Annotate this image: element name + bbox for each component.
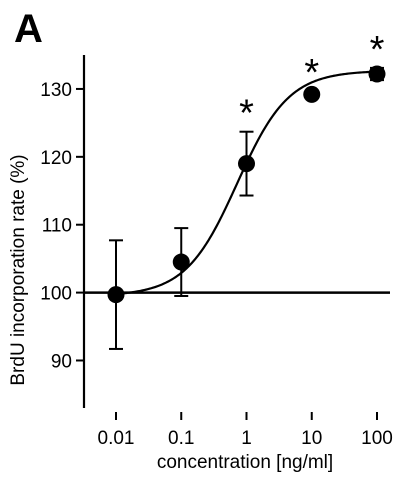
data-points	[107, 65, 386, 304]
y-axis: 90 100 110 120 130	[40, 55, 86, 408]
significance-markers: * * *	[239, 29, 385, 135]
significance-marker: *	[239, 93, 254, 135]
y-tick-label: 120	[40, 148, 72, 169]
data-point	[303, 85, 321, 103]
y-tick-label: 110	[42, 216, 72, 237]
x-tick-label: 0.1	[168, 428, 194, 449]
data-point	[107, 286, 125, 304]
data-point	[238, 155, 255, 173]
panel-label: A	[14, 7, 43, 51]
y-tick-label: 130	[40, 80, 72, 101]
x-axis-label: concentration [ng/ml]	[157, 452, 333, 473]
y-axis-label: BrdU incorporation rate (%)	[8, 154, 29, 385]
significance-marker: *	[370, 29, 385, 71]
data-point	[172, 253, 190, 271]
y-tick-label: 90	[51, 351, 72, 372]
x-tick-label: 10	[301, 428, 322, 449]
x-tick-label: 100	[361, 428, 393, 449]
significance-marker: *	[304, 52, 319, 94]
x-tick-label: 0.01	[98, 428, 135, 449]
x-axis: 0.01 0.1 1 10 100	[98, 412, 393, 449]
y-tick-label: 100	[40, 284, 72, 305]
x-tick-label: 1	[241, 428, 252, 449]
data-point	[368, 65, 386, 83]
